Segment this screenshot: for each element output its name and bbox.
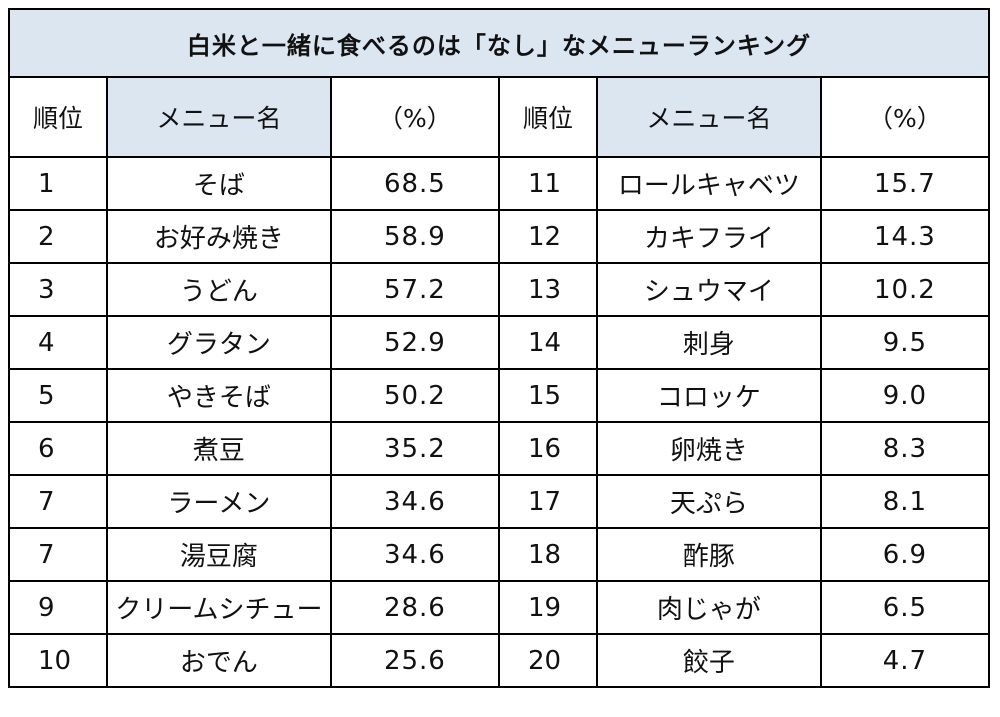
- percent-cell: 52.9: [329, 315, 500, 370]
- percent-cell: 34.6: [329, 474, 500, 529]
- rank-cell: 10: [8, 633, 108, 688]
- table-row: 2 お好み焼き 58.9 12 カキフライ 14.3: [8, 209, 991, 264]
- table-row: 9 クリームシチュー 28.6 19 肉じゃが 6.5: [8, 580, 991, 635]
- rank-cell: 9: [8, 580, 108, 635]
- header-row: 順位 メニュー名 （%） 順位 メニュー名 （%）: [8, 76, 991, 158]
- rank-cell: 14: [497, 315, 598, 370]
- rank-cell: 5: [8, 368, 108, 423]
- rank-cell: 15: [497, 368, 598, 423]
- percent-cell: 35.2: [329, 421, 500, 476]
- menu-cell: 煮豆: [105, 421, 332, 476]
- menu-cell: そば: [105, 156, 332, 211]
- rank-cell: 13: [497, 262, 598, 317]
- header-menu-left: メニュー名: [105, 76, 332, 158]
- menu-cell: ロールキャベツ: [595, 156, 822, 211]
- rank-cell: 11: [497, 156, 598, 211]
- menu-cell: ラーメン: [105, 474, 332, 529]
- menu-cell: 卵焼き: [595, 421, 822, 476]
- rank-cell: 1: [8, 156, 108, 211]
- menu-cell: 刺身: [595, 315, 822, 370]
- menu-cell: グラタン: [105, 315, 332, 370]
- percent-cell: 10.2: [819, 262, 991, 317]
- percent-cell: 25.6: [329, 633, 500, 688]
- percent-cell: 9.0: [819, 368, 991, 423]
- menu-cell: お好み焼き: [105, 209, 332, 264]
- rank-cell: 3: [8, 262, 108, 317]
- table-row: 3 うどん 57.2 13 シュウマイ 10.2: [8, 262, 991, 317]
- percent-cell: 34.6: [329, 527, 500, 582]
- menu-cell: 肉じゃが: [595, 580, 822, 635]
- percent-cell: 68.5: [329, 156, 500, 211]
- percent-cell: 57.2: [329, 262, 500, 317]
- menu-cell: 湯豆腐: [105, 527, 332, 582]
- rank-cell: 6: [8, 421, 108, 476]
- rank-cell: 7: [8, 474, 108, 529]
- menu-cell: 天ぷら: [595, 474, 822, 529]
- menu-cell: 餃子: [595, 633, 822, 688]
- percent-cell: 8.1: [819, 474, 991, 529]
- menu-cell: 酢豚: [595, 527, 822, 582]
- rank-cell: 17: [497, 474, 598, 529]
- percent-cell: 6.5: [819, 580, 991, 635]
- menu-cell: コロッケ: [595, 368, 822, 423]
- rank-cell: 7: [8, 527, 108, 582]
- header-rank-left: 順位: [8, 76, 108, 158]
- ranking-table-container: 白米と一緒に食べるのは「なし」なメニューランキング 順位 メニュー名 （%） 順…: [8, 8, 991, 708]
- table-row: 1 そば 68.5 11 ロールキャベツ 15.7: [8, 156, 991, 211]
- rank-cell: 16: [497, 421, 598, 476]
- percent-cell: 14.3: [819, 209, 991, 264]
- percent-cell: 9.5: [819, 315, 991, 370]
- menu-cell: うどん: [105, 262, 332, 317]
- percent-cell: 50.2: [329, 368, 500, 423]
- menu-cell: カキフライ: [595, 209, 822, 264]
- header-percent-left: （%）: [329, 76, 500, 158]
- table-row: 10 おでん 25.6 20 餃子 4.7: [8, 633, 991, 688]
- percent-cell: 28.6: [329, 580, 500, 635]
- table-row: 7 湯豆腐 34.6 18 酢豚 6.9: [8, 527, 991, 582]
- rank-cell: 4: [8, 315, 108, 370]
- rank-cell: 19: [497, 580, 598, 635]
- rank-cell: 2: [8, 209, 108, 264]
- menu-cell: やきそば: [105, 368, 332, 423]
- table-row: 4 グラタン 52.9 14 刺身 9.5: [8, 315, 991, 370]
- rank-cell: 18: [497, 527, 598, 582]
- table-row: 5 やきそば 50.2 15 コロッケ 9.0: [8, 368, 991, 423]
- percent-cell: 8.3: [819, 421, 991, 476]
- ranking-table: 白米と一緒に食べるのは「なし」なメニューランキング 順位 メニュー名 （%） 順…: [8, 8, 991, 688]
- header-menu-right: メニュー名: [595, 76, 822, 158]
- menu-cell: シュウマイ: [595, 262, 822, 317]
- table-row: 7 ラーメン 34.6 17 天ぷら 8.1: [8, 474, 991, 529]
- header-percent-right: （%）: [819, 76, 991, 158]
- percent-cell: 58.9: [329, 209, 500, 264]
- table-row: 6 煮豆 35.2 16 卵焼き 8.3: [8, 421, 991, 476]
- menu-cell: クリームシチュー: [105, 580, 332, 635]
- rank-cell: 12: [497, 209, 598, 264]
- header-rank-right: 順位: [497, 76, 598, 158]
- menu-cell: おでん: [105, 633, 332, 688]
- table-title: 白米と一緒に食べるのは「なし」なメニューランキング: [8, 8, 990, 78]
- rank-cell: 20: [497, 633, 598, 688]
- percent-cell: 15.7: [819, 156, 991, 211]
- percent-cell: 6.9: [819, 527, 991, 582]
- percent-cell: 4.7: [819, 633, 991, 688]
